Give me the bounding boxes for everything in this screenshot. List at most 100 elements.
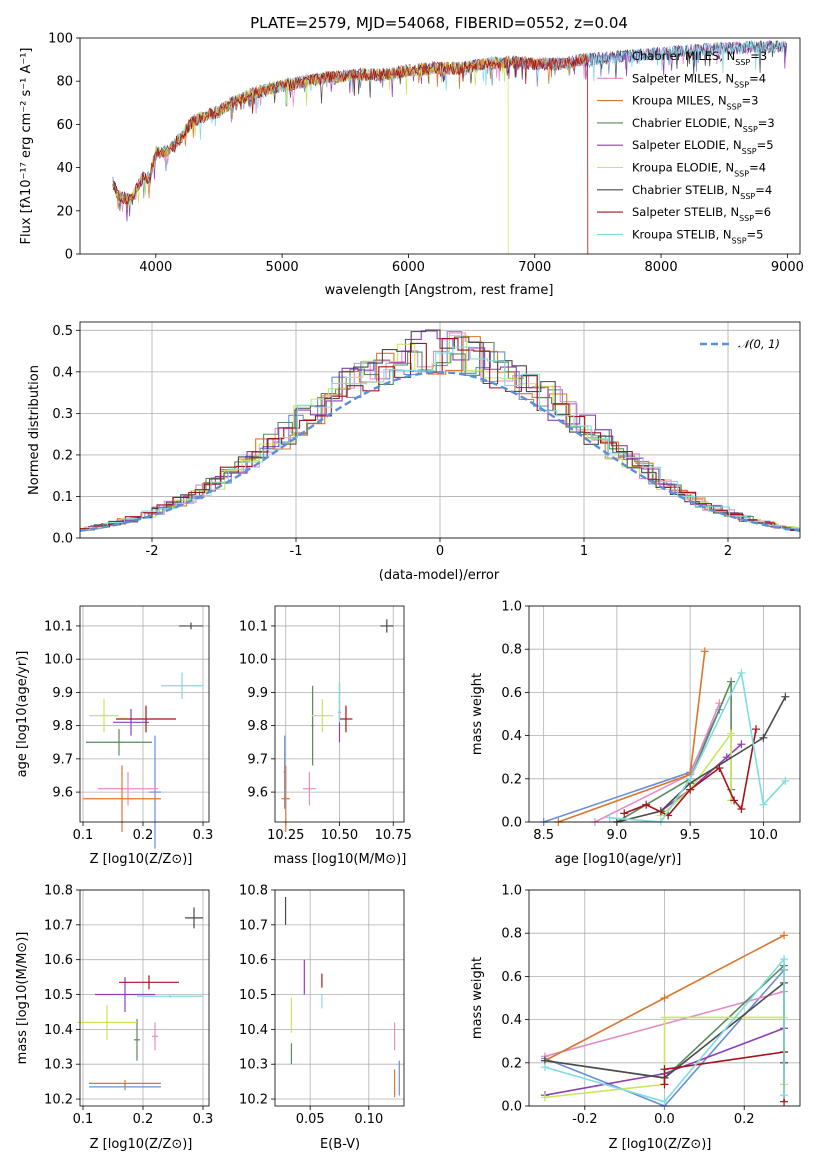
- errorbar-point: [89, 699, 119, 733]
- weight-marker: [737, 668, 746, 677]
- y-tick-label: 10.3: [44, 1058, 73, 1073]
- z-mass-ylabel: mass [log10(M/M⊙)]: [15, 932, 30, 1065]
- x-tick-label: -1: [290, 544, 303, 559]
- y-tick-label: 0.4: [501, 729, 522, 744]
- y-tick-label: 0.0: [52, 532, 73, 547]
- weight-marker: [660, 1080, 669, 1089]
- errorbar-point: [149, 735, 161, 849]
- weight-marker: [605, 813, 614, 822]
- weight-marker: [700, 647, 709, 656]
- x-tick-label: 0.1: [73, 828, 94, 843]
- residual-histogram: [80, 346, 800, 538]
- y-tick-label: 10.5: [44, 988, 73, 1003]
- y-tick-label: 10.0: [44, 653, 73, 668]
- ebv-mass-frame: [274, 889, 405, 1107]
- y-tick-label: 0.1: [52, 490, 73, 505]
- y-tick-label: 0: [65, 248, 73, 263]
- x-tick-label: 9.5: [680, 828, 701, 843]
- weight-marker: [540, 1093, 549, 1102]
- y-tick-label: 10.2: [44, 1093, 73, 1108]
- z-mass-axes: [76, 889, 209, 1110]
- mass-age-frame: [274, 605, 405, 823]
- weights-age-xlabel: age [log10(age/yr)]: [555, 852, 682, 867]
- y-tick-label: 10.8: [239, 884, 268, 899]
- weight-marker: [759, 800, 768, 809]
- errorbar-point: [338, 682, 341, 723]
- weight-marker: [780, 955, 789, 964]
- weight-marker: [737, 740, 746, 749]
- y-tick-label: 0.2: [52, 448, 73, 463]
- z-age-ylabel: age [log10(age/yr)]: [15, 651, 30, 778]
- legend-entry: Chabrier STELIB, NSSP=4: [632, 183, 772, 201]
- x-tick-label: -2: [146, 544, 159, 559]
- gaussian-reference-line: [79, 371, 801, 532]
- legend-entry: Kroupa ELODIE, NSSP=4: [632, 161, 766, 179]
- errorbar-point: [152, 1022, 158, 1051]
- weight-marker: [686, 774, 695, 783]
- residuals-axes: [76, 322, 800, 542]
- spectrum-axes: [76, 37, 788, 258]
- y-tick-label: 10.3: [239, 1058, 268, 1073]
- weight-series-line: [663, 1051, 785, 1102]
- y-tick-label: 10.5: [239, 988, 268, 1003]
- y-tick-label: 10.8: [44, 884, 73, 899]
- x-tick-label: -0.2: [572, 1112, 597, 1127]
- x-tick-label: 10.50: [321, 828, 358, 843]
- y-tick-label: 9.7: [247, 752, 268, 767]
- x-tick-label: 5000: [266, 260, 299, 275]
- x-tick-label: 0.3: [193, 1112, 214, 1127]
- weight-marker: [540, 1063, 549, 1072]
- x-tick-label: 8.5: [533, 828, 554, 843]
- mass-age-xlabel: mass [log10(M/M⊙)]: [274, 852, 407, 867]
- x-tick-label: 0.05: [296, 1112, 325, 1127]
- errorbar-point: [137, 994, 203, 998]
- errorbar-point: [179, 622, 203, 630]
- z-mass-frame: [79, 889, 210, 1107]
- y-tick-label: 40: [56, 161, 73, 176]
- x-tick-label: 10.75: [375, 828, 412, 843]
- residual-histogram: [80, 335, 800, 538]
- y-tick-label: 9.9: [247, 686, 268, 701]
- x-tick-label: 9000: [771, 260, 804, 275]
- weight-marker: [727, 729, 736, 738]
- errorbar-point: [98, 772, 158, 806]
- y-tick-label: 0.4: [501, 1013, 522, 1028]
- z-age-xlabel: Z [log10(Z/Z⊙)]: [90, 852, 193, 867]
- y-tick-label: 1.0: [501, 600, 522, 615]
- weight-marker: [686, 785, 695, 794]
- residuals-ylabel: Normed distribution: [27, 365, 42, 495]
- weight-marker: [759, 733, 768, 742]
- spectrum-ylabel: Flux [fλ10⁻¹⁷ erg cm⁻² s⁻¹ A⁻¹]: [19, 48, 34, 245]
- y-tick-label: 9.8: [247, 719, 268, 734]
- x-tick-label: 4000: [139, 260, 172, 275]
- y-tick-label: 10.0: [239, 653, 268, 668]
- y-tick-label: 1.0: [501, 884, 522, 899]
- residuals-frame: [79, 321, 801, 539]
- weight-marker: [715, 764, 724, 772]
- y-tick-label: 10.7: [44, 918, 73, 933]
- weight-marker: [660, 1097, 669, 1106]
- y-tick-label: 9.6: [52, 786, 73, 801]
- y-tick-label: 10.2: [239, 1093, 268, 1108]
- errorbar-point: [119, 975, 179, 990]
- y-tick-label: 0.8: [501, 643, 522, 658]
- x-tick-label: 0.2: [133, 828, 154, 843]
- x-tick-label: 10.25: [267, 828, 304, 843]
- errorbar-point: [77, 1004, 137, 1040]
- y-tick-label: 0.6: [501, 686, 522, 701]
- x-tick-label: 2: [724, 544, 732, 559]
- weight-marker: [781, 776, 790, 785]
- legend-entry: Kroupa MILES, NSSP=3: [632, 94, 758, 112]
- errorbar-point: [89, 1079, 161, 1087]
- weight-marker: [780, 1091, 789, 1100]
- errorbar-point: [339, 705, 353, 733]
- legend-entry: Salpeter ELODIE, NSSP=5: [632, 138, 774, 156]
- y-tick-label: 0.6: [501, 970, 522, 985]
- y-tick-label: 10.6: [239, 953, 268, 968]
- y-tick-label: 0.3: [52, 407, 73, 422]
- x-tick-label: 0.3: [193, 828, 214, 843]
- ebv-mass-xlabel: E(B-V): [320, 1137, 360, 1152]
- errorbar-point: [302, 772, 316, 806]
- x-tick-label: 0.0: [654, 1112, 675, 1127]
- legend-entry: Kroupa STELIB, NSSP=5: [632, 227, 763, 245]
